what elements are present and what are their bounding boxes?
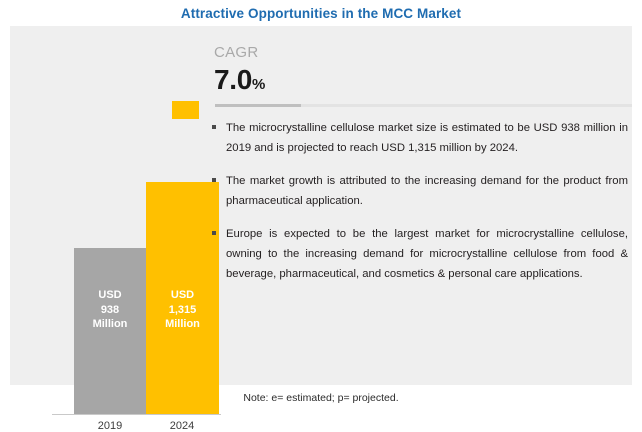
insight-list: The microcrystalline cellulose market si…: [210, 118, 628, 284]
square-bullet-icon: [212, 231, 216, 235]
square-bullet-icon: [212, 125, 216, 129]
mcc-market-infographic: Attractive Opportunities in the MCC Mark…: [10, 6, 632, 432]
page-title: Attractive Opportunities in the MCC Mark…: [180, 6, 462, 21]
yellow-accent-block: [172, 101, 199, 119]
chart-x-axis: [52, 414, 221, 415]
list-item-text: Europe is expected to be the largest mar…: [226, 228, 628, 280]
section-divider-highlight: [215, 104, 301, 107]
bar-2024-label: USD 1,315 Million: [146, 288, 219, 332]
bar-2024-currency: USD: [170, 289, 195, 301]
x-tick-2019: 2019: [97, 420, 123, 432]
bar-2024-amount: 1,315: [168, 303, 197, 316]
section-divider: [215, 104, 632, 107]
cagr-label: CAGR: [214, 44, 259, 61]
list-item-text: The market growth is attributed to the i…: [226, 175, 628, 207]
cagr-number: 7.0: [214, 64, 253, 95]
bar-2024-unit: Million: [165, 318, 200, 330]
cagr-block: CAGR 7.0%: [214, 43, 265, 100]
bar-2019-currency: USD: [98, 289, 122, 301]
bar-2024[interactable]: USD 1,315 Million: [146, 182, 219, 414]
bar-chart: USD 938 Million USD 1,315 Million 2019 2…: [22, 75, 221, 432]
bar-2019-unit: Million: [92, 318, 128, 330]
list-item: The market growth is attributed to the i…: [210, 171, 628, 211]
square-bullet-icon: [212, 178, 216, 182]
bar-2019[interactable]: USD 938 Million: [74, 248, 146, 414]
bar-2019-label: USD 938 Million: [74, 288, 146, 332]
bar-2019-amount: 938: [100, 303, 120, 316]
cagr-value: 7.0%: [214, 65, 265, 100]
list-item-text: The microcrystalline cellulose market si…: [226, 122, 628, 154]
footer-note: Note: e= estimated; p= projected.: [243, 392, 399, 404]
x-tick-2024: 2024: [169, 420, 195, 432]
list-item: The microcrystalline cellulose market si…: [210, 118, 628, 158]
cagr-percent-symbol: %: [252, 76, 266, 93]
list-item: Europe is expected to be the largest mar…: [210, 224, 628, 284]
